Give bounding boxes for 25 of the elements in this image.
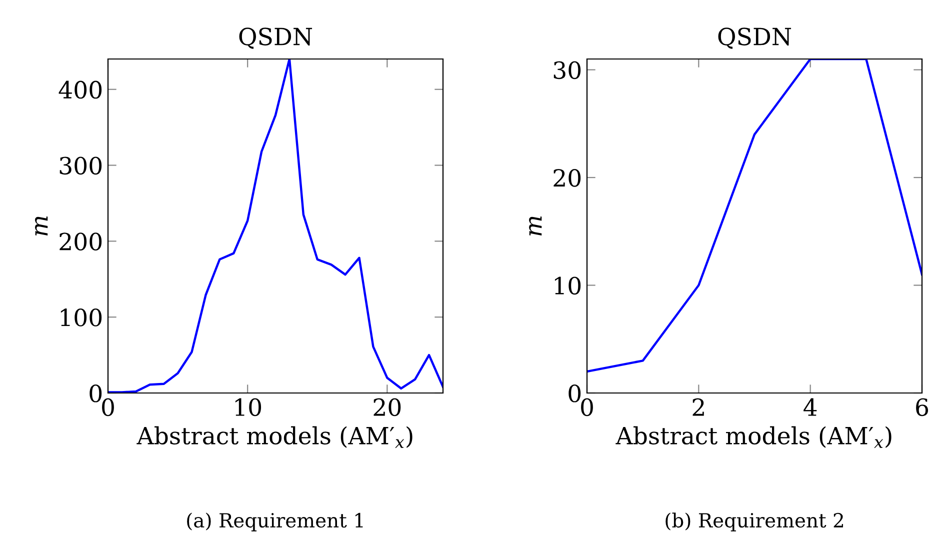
y-tick-label: 100 bbox=[60, 308, 102, 326]
x-tick-label: 10 bbox=[235, 398, 262, 416]
x-tick-label: 0 bbox=[581, 398, 593, 416]
y-tick-label: 300 bbox=[60, 156, 102, 175]
chart-title: QSDN bbox=[239, 28, 312, 49]
x-tick-label: 6 bbox=[916, 398, 928, 416]
y-tick-label: 30 bbox=[554, 61, 581, 80]
line-series bbox=[108, 59, 443, 393]
x-tick-label: 4 bbox=[804, 398, 817, 416]
y-tick-label: 200 bbox=[60, 232, 102, 250]
x-axis-title: Abstract models (AM′$_{x}$) bbox=[616, 426, 892, 448]
y-tick-label: 10 bbox=[554, 276, 581, 295]
text: (a) Requirement 1 bbox=[187, 512, 363, 532]
y-tick-label: 400 bbox=[58, 80, 102, 99]
chart-title: QSDN bbox=[718, 28, 792, 49]
y-tick-label: 0 bbox=[568, 384, 581, 402]
x-tick-label: 0 bbox=[102, 398, 114, 416]
y-axis-title: m bbox=[35, 216, 48, 236]
y-tick-label: 20 bbox=[554, 168, 581, 187]
x-tick-label: 2 bbox=[692, 398, 704, 416]
text: (b) Requirement 2 bbox=[666, 512, 843, 532]
x-axis-title: Abstract models (AM′$_{x}$) bbox=[136, 426, 412, 448]
y-axis-title: m bbox=[529, 216, 542, 236]
y-tick-label: 0 bbox=[90, 384, 102, 402]
x-tick-label: 20 bbox=[374, 398, 401, 416]
